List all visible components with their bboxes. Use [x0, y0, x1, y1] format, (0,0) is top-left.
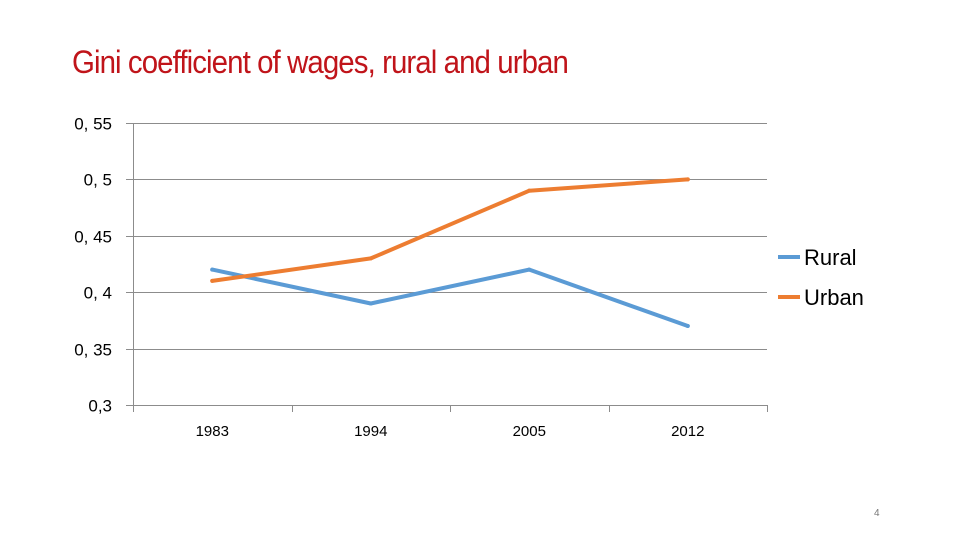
slide-title: Gini coefficient of wages, rural and urb… [72, 44, 569, 80]
y-tick-label: 0, 4 [84, 284, 112, 303]
slide-number: 4 [874, 508, 880, 519]
data-point-urban [210, 278, 215, 283]
y-tick-label: 0, 45 [74, 228, 112, 247]
x-tick-label: 1983 [196, 423, 229, 440]
data-point-rural [210, 267, 215, 272]
axes: 0,3 0, 35 0, 4 0, 45 0, 5 0, 55 1983 1994 2005 20… [74, 115, 768, 440]
legend-label-rural: Rural [804, 245, 857, 270]
legend-label-urban: Urban [804, 285, 864, 310]
data-point-rural [368, 301, 373, 306]
gridlines [133, 123, 767, 350]
series-lines [210, 177, 690, 329]
data-point-urban [685, 177, 690, 182]
series-line-urban [210, 177, 690, 283]
data-point-urban [368, 256, 373, 261]
x-tick-label: 2005 [513, 423, 546, 440]
y-tick-label: 0, 55 [74, 115, 112, 134]
y-tick-label: 0, 5 [84, 171, 112, 190]
x-tick-label: 1994 [354, 423, 387, 440]
series-line-rural [210, 267, 690, 328]
y-tick-label: 0,3 [88, 397, 112, 416]
data-point-urban [527, 188, 532, 193]
data-point-rural [685, 324, 690, 329]
y-tick-label: 0, 35 [74, 341, 112, 360]
legend: Rural Urban [778, 245, 864, 310]
data-point-rural [527, 267, 532, 272]
x-tick-label: 2012 [671, 423, 704, 440]
